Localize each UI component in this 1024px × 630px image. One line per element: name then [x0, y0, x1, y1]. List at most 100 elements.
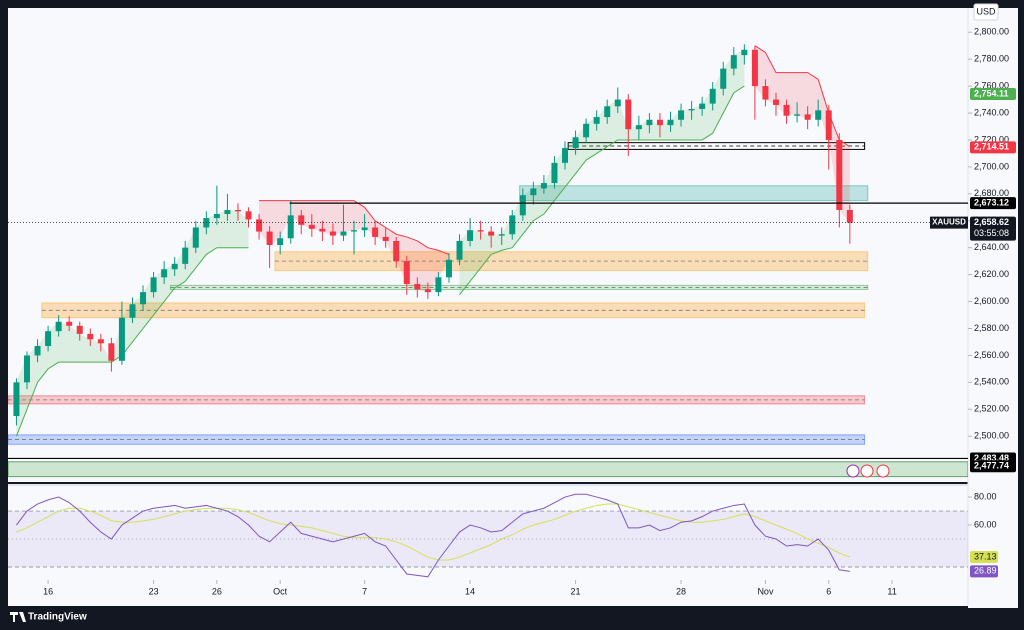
candle-body: [467, 230, 474, 241]
price-badge-label: 2,714.51: [974, 142, 1009, 152]
candle-body: [108, 343, 115, 361]
x-tick-label: Nov: [757, 586, 774, 596]
candle-body: [372, 227, 379, 237]
x-tick-label: 11: [887, 586, 896, 596]
candle-body: [720, 68, 727, 89]
candle-body: [129, 304, 136, 318]
time-axis: [8, 580, 1018, 606]
y-tick-label: 2,500.00: [974, 431, 1009, 441]
price-badge: [970, 88, 1016, 101]
y-tick-label: 2,800.00: [974, 27, 1009, 37]
brand-logo: [10, 612, 26, 622]
event-icons: [846, 464, 890, 478]
zone: [169, 284, 869, 290]
candle-body: [456, 240, 463, 260]
x-tick-label: 6: [826, 586, 831, 596]
candle-body: [435, 277, 442, 293]
x-tick-label: 16: [43, 586, 53, 596]
y-tick-label: 2,580.00: [974, 323, 1009, 333]
zone: [519, 185, 869, 202]
rsi-tick-label: 80.00: [974, 491, 997, 501]
y-tick-label: 2,560.00: [974, 350, 1009, 360]
rsi-tick-label: 60.00: [974, 519, 997, 529]
x-tick-label: 21: [571, 586, 581, 596]
y-tick-label: 2,620.00: [974, 269, 1009, 279]
candle-body: [678, 110, 685, 120]
candle-body: [182, 247, 189, 264]
candle-body: [815, 110, 822, 120]
trend-fill: [259, 200, 449, 293]
rsi-badge: [970, 551, 998, 564]
rsi-badge-label: 37.13: [974, 551, 997, 561]
candle-body: [192, 227, 199, 248]
candle-body: [498, 234, 505, 236]
candle-body: [445, 259, 452, 278]
x-tick-label: Oct: [273, 586, 288, 596]
candle-body: [308, 224, 315, 229]
candle-body: [150, 277, 157, 293]
candle-body: [583, 123, 590, 138]
x-tick-label: 7: [362, 586, 367, 596]
candle-body: [319, 228, 326, 232]
candle-body: [393, 240, 400, 262]
y-tick-label: 2,680.00: [974, 188, 1009, 198]
price-badge: [970, 460, 1016, 473]
candle-body: [762, 86, 769, 100]
candle-body: [530, 188, 537, 196]
candle-body: [23, 355, 30, 383]
trend-line: [15, 247, 249, 437]
candle-body: [625, 99, 632, 130]
symbol: XAUUSD: [932, 218, 966, 227]
last-price-label: 2,658.62: [974, 217, 1009, 227]
candle-body: [572, 137, 579, 149]
candle-body: [846, 209, 853, 223]
price-badge-label: 2,477.74: [974, 461, 1009, 471]
candle-body: [361, 227, 368, 231]
price-axis: [968, 8, 1018, 608]
x-tick-label: 26: [212, 586, 222, 596]
candle-body: [224, 209, 231, 215]
candle-body: [836, 139, 843, 210]
candle-body: [97, 339, 104, 344]
countdown: 03:55:08: [974, 228, 1009, 238]
pane-separator: [8, 484, 968, 486]
candle-body: [403, 261, 410, 285]
candle-body: [783, 104, 790, 116]
currency-box: [973, 3, 999, 21]
candle-body: [140, 292, 147, 305]
candle-body: [245, 211, 252, 220]
candle-body: [667, 119, 674, 126]
candle-body: [55, 321, 62, 332]
candle-body: [477, 230, 484, 232]
candle-body: [688, 108, 695, 111]
candle-body: [87, 333, 94, 340]
candle-body: [76, 325, 83, 334]
candle-body: [414, 284, 421, 290]
price-badge-label: 2,673.12: [974, 197, 1009, 207]
y-tick-label: 2,740.00: [974, 107, 1009, 117]
candle-body: [709, 88, 716, 104]
candle-body: [351, 230, 358, 232]
price-pane: [8, 8, 968, 482]
candle-body: [562, 148, 569, 163]
x-tick-label: 23: [149, 586, 159, 596]
trend-fill: [754, 45, 850, 223]
candle-body: [519, 195, 526, 216]
candle-body: [340, 231, 347, 236]
y-tick-label: 2,600.00: [974, 296, 1009, 306]
candle-body: [730, 55, 737, 69]
y-tick-label: 2,540.00: [974, 377, 1009, 387]
zone: [41, 302, 866, 319]
price-badge-label: 2,483.48: [974, 453, 1009, 463]
candle-body: [751, 49, 758, 87]
rsi-pane: [8, 486, 968, 580]
candle-body: [509, 215, 516, 235]
candle-body: [614, 99, 621, 107]
price-badge: [970, 141, 1016, 154]
brand: TradingView: [28, 612, 87, 623]
rsi-line: [16, 503, 851, 561]
candle-body: [266, 231, 273, 245]
candle-body: [656, 119, 663, 126]
